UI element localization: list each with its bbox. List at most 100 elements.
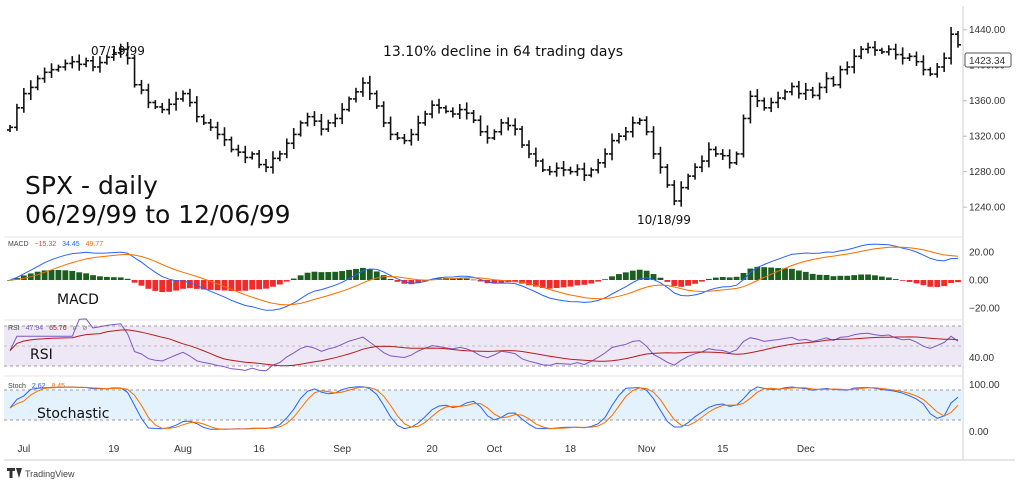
stoch-legend-d: 8.45: [51, 383, 65, 390]
ohlc-bar: [837, 65, 844, 89]
rsi-legend-name: RSI: [8, 325, 20, 332]
ohlc-bar: [892, 43, 899, 60]
price-tick-label-4: 1280.00: [969, 167, 1006, 178]
macd-histogram-bar: [366, 268, 373, 280]
ohlc-bar: [173, 91, 180, 111]
macd-histogram-bar: [325, 272, 332, 280]
ohlc-bar: [318, 113, 325, 136]
macd-histogram-bar: [456, 278, 463, 280]
ohlc-bar: [629, 116, 636, 138]
macd-histogram-bar: [463, 278, 470, 280]
macd-histogram-bar: [145, 280, 152, 289]
macd-histogram-bar: [83, 273, 90, 280]
macd-legend-signal: 49.77: [86, 241, 104, 248]
ohlc-bar: [263, 158, 270, 173]
macd-histogram-bar: [685, 280, 692, 286]
ohlc-bar: [754, 89, 761, 108]
macd-histogram-bar: [166, 280, 173, 292]
macd-histogram-bar: [629, 270, 636, 280]
macd-histogram-bar: [48, 269, 55, 280]
ohlc-bar: [415, 115, 422, 141]
ohlc-bar: [948, 26, 955, 65]
ohlc-bar: [256, 149, 263, 169]
macd-histogram-bar: [878, 276, 885, 280]
ohlc-bar: [200, 114, 207, 126]
macd-histogram-bar: [844, 275, 851, 280]
macd-histogram-bar: [699, 280, 705, 282]
macd-histogram-bar: [664, 280, 671, 282]
macd-histogram-bar: [519, 280, 525, 284]
ohlc-bar: [761, 97, 768, 111]
ohlc-bar: [809, 86, 816, 99]
ohlc-bar: [332, 113, 339, 128]
macd-legend-macd: 34.45: [62, 241, 80, 248]
ohlc-bar: [795, 80, 802, 99]
ohlc-bar: [581, 162, 588, 181]
rsi-legend-value: 47.94: [26, 325, 44, 332]
macd-histogram-bar: [110, 277, 117, 280]
ohlc-bar: [498, 118, 505, 136]
macd-tick-label-2: −20.00: [969, 304, 1000, 315]
macd-histogram-bar: [41, 270, 48, 280]
macd-signal-line: [9, 246, 959, 306]
ohlc-bar: [242, 145, 249, 164]
macd-histogram-bar: [927, 280, 934, 287]
ohlc-bar: [339, 103, 346, 125]
rsi-legend-ma: 65.76: [49, 325, 67, 332]
ohlc-bar: [726, 149, 733, 169]
ohlc-bar: [269, 151, 276, 174]
ohlc-bar: [145, 83, 152, 109]
macd-histogram-bar: [754, 266, 761, 280]
ohlc-bar: [595, 158, 602, 174]
macd-histogram-bar: [913, 280, 920, 284]
macd-histogram-bar: [304, 272, 311, 280]
ohlc-bar: [55, 64, 62, 72]
macd-histogram-bar: [657, 277, 664, 280]
macd-histogram-bar: [560, 280, 567, 288]
watermark-text: TradingView: [25, 469, 75, 479]
ohlc-bar: [41, 67, 48, 83]
macd-histogram-bar: [69, 270, 76, 280]
macd-histogram-bar: [477, 280, 484, 282]
macd-histogram-bar: [920, 280, 927, 286]
ohlc-bar: [782, 89, 789, 101]
ohlc-bar: [34, 75, 41, 91]
stoch-layer: 100.00 0.00: [9, 380, 1000, 438]
ohlc-bar: [788, 82, 795, 96]
macd-histogram-bar: [138, 280, 145, 286]
macd-histogram-bar: [809, 273, 816, 280]
stoch-legend-name: Stoch: [8, 383, 26, 390]
macd-histogram-bar: [747, 268, 754, 280]
price-bars-layer: 1440.001400.001360.001320.001280.001240.…: [7, 25, 1006, 214]
ohlc-bar: [678, 181, 685, 207]
macd-histogram-bar: [941, 280, 948, 287]
ohlc-bar: [927, 67, 934, 77]
macd-histogram-bar: [290, 278, 297, 280]
ohlc-bar: [387, 116, 394, 141]
ohlc-bar: [602, 148, 609, 168]
x-axis-label-1: 19: [108, 444, 120, 455]
macd-histogram-bar: [103, 276, 110, 280]
ohlc-bar: [283, 138, 290, 159]
macd-histogram-bar: [692, 280, 698, 284]
macd-histogram-bar: [380, 275, 387, 280]
macd-pane-label: MACD: [57, 292, 99, 308]
macd-histogram-bar: [851, 275, 858, 280]
macd-histogram-bar: [636, 269, 643, 280]
ohlc-bar: [519, 125, 526, 148]
macd-histogram-bar: [249, 280, 256, 290]
macd-histogram-bar: [678, 280, 685, 287]
ohlc-bar: [304, 112, 311, 127]
x-axis-label-10: Dec: [797, 444, 815, 455]
ohlc-bar: [671, 180, 678, 206]
ohlc-bar: [733, 151, 740, 165]
ohlc-bar: [408, 128, 415, 146]
macd-histogram-bar: [498, 280, 505, 283]
macd-histogram-bar: [775, 268, 781, 280]
ohlc-bar: [719, 149, 726, 160]
stoch-tick-label-1: 0.00: [969, 427, 989, 438]
ohlc-bar: [698, 155, 705, 173]
ohlc-bar: [588, 167, 595, 178]
ohlc-bar: [740, 114, 747, 158]
macd-histogram-bar: [581, 280, 588, 285]
